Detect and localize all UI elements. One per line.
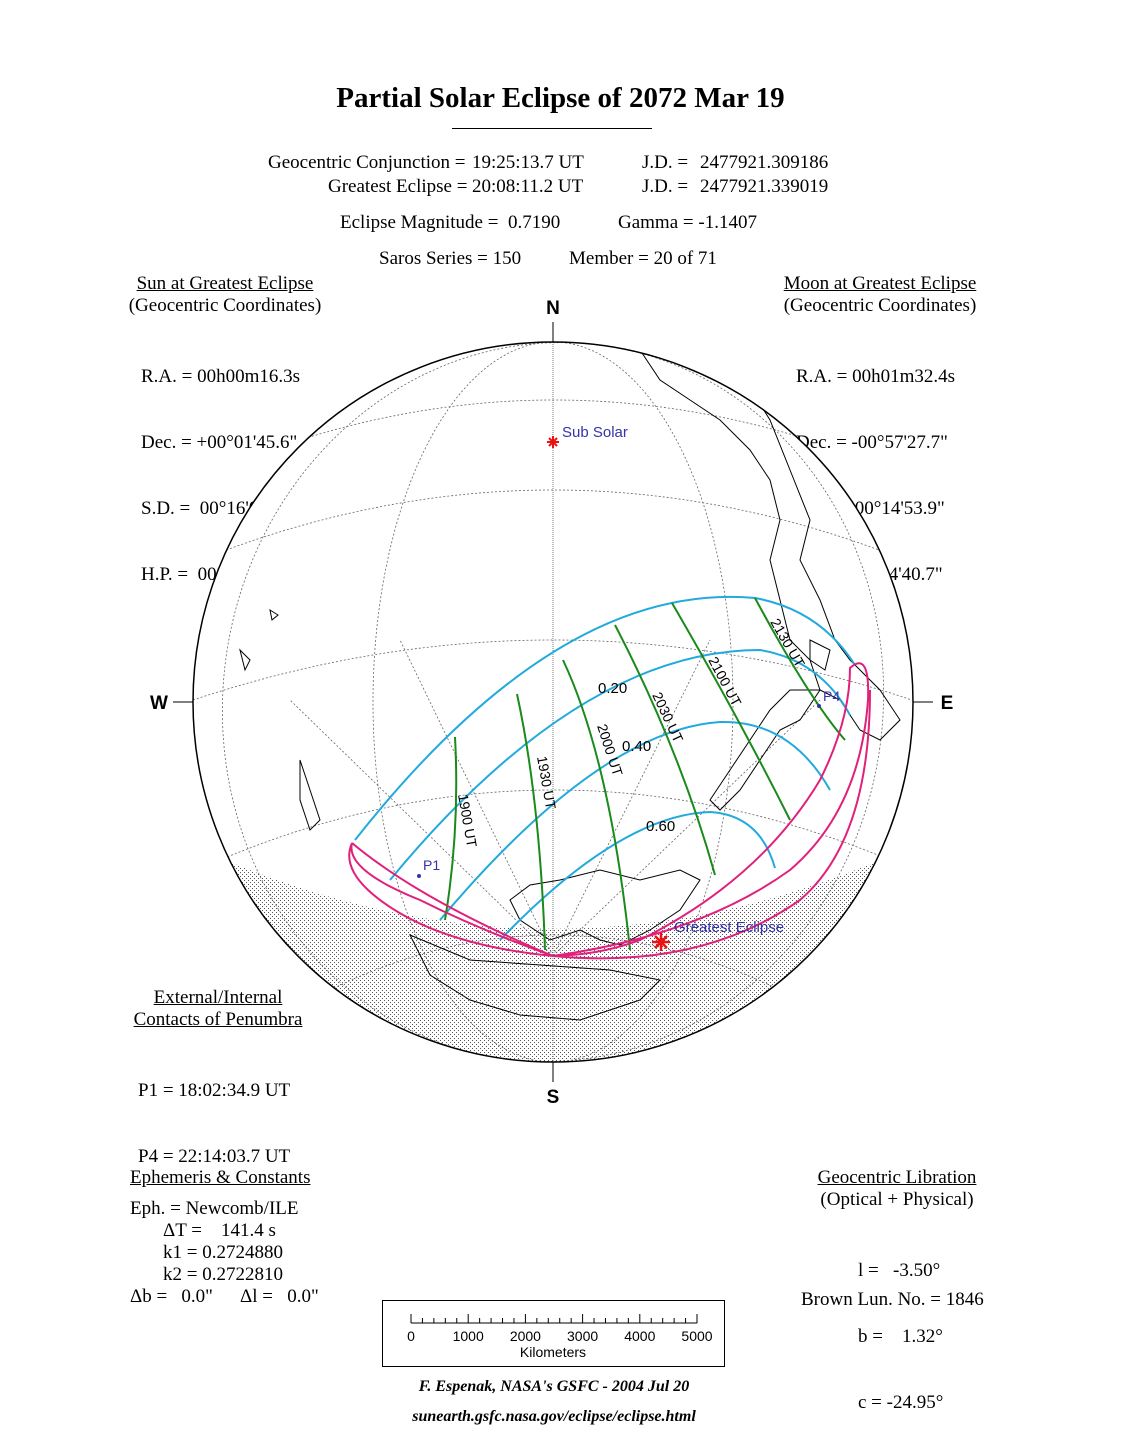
magnitude-020-label: 0.20: [598, 680, 627, 697]
south-label: S: [547, 1087, 560, 1108]
greatest-time: 20:08:11.2 UT: [472, 176, 584, 197]
sun-dec: Dec. = +00°01'45.6": [141, 432, 298, 453]
contacts-heading-block: External/Internal Contacts of Penumbra: [128, 987, 308, 1031]
sun-subheading: (Geocentric Coordinates): [128, 295, 322, 316]
meridian-fan: [289, 639, 821, 957]
time-line-2100: [671, 602, 791, 821]
contacts-heading-line1: External/Internal: [153, 987, 283, 1008]
magnitude-020-curve: [389, 648, 851, 881]
sub-solar-label: Sub Solar: [562, 424, 628, 441]
time-line-2130: [754, 597, 846, 741]
conjunction-jd: 2477921.309186: [700, 152, 829, 173]
sub-solar-marker: [547, 436, 559, 448]
conjunction-jd-label: J.D. =: [642, 152, 689, 173]
eclipse-magnitude: Eclipse Magnitude = 0.7190: [340, 212, 561, 233]
scale-tick-label: 5000: [681, 1328, 712, 1344]
scale-unit-label: Kilometers: [520, 1344, 586, 1360]
magnitude-040-label: 0.40: [622, 738, 651, 755]
moon-subheading: (Geocentric Coordinates): [783, 295, 977, 316]
p1-label: P1: [423, 857, 440, 873]
north-label: N: [546, 298, 560, 319]
p4-marker: [817, 704, 821, 708]
time-line-2030: [614, 624, 716, 876]
moon-heading-block: Moon at Greatest Eclipse (Geocentric Coo…: [772, 273, 988, 317]
ephemeris-k1: k1 = 0.2724880: [163, 1242, 283, 1263]
saros-series: Saros Series = 150: [379, 248, 522, 269]
conjunction-label: Geocentric Conjunction =: [268, 152, 466, 173]
ephemeris-heading: Ephemeris & Constants: [130, 1167, 311, 1188]
contact-p1: P1 = 18:02:34.9 UT: [138, 1080, 291, 1101]
moon-heading: Moon at Greatest Eclipse: [783, 273, 977, 294]
page-title: Partial Solar Eclipse of 2072 Mar 19: [336, 82, 785, 114]
greatest-eclipse-label: Greatest Eclipse: [674, 919, 784, 936]
magnitude-curves: [354, 595, 856, 941]
time-line-1900: [444, 736, 458, 921]
penumbral-limits: [348, 662, 871, 960]
contacts-heading-line2: Contacts of Penumbra: [133, 1009, 303, 1030]
contact-p4: P4 = 22:14:03.7 UT: [138, 1146, 291, 1167]
p1-marker: [417, 874, 421, 878]
ephemeris-k2: k2 = 0.2722810: [163, 1264, 283, 1285]
conjunction-time: 19:25:13.7 UT: [472, 152, 584, 173]
greatest-eclipse-marker: [652, 933, 670, 951]
ephemeris-delta-l: Δl = 0.0": [240, 1286, 319, 1307]
title-rule: [452, 128, 652, 129]
libration-c: c = -24.95°: [858, 1392, 944, 1413]
libration-l: l = -3.50°: [858, 1260, 941, 1281]
sun-ra: R.A. = 00h00m16.3s: [141, 366, 301, 387]
libration-subheading: (Optical + Physical): [820, 1189, 974, 1210]
east-label: E: [941, 693, 954, 714]
sun-heading: Sun at Greatest Eclipse: [136, 273, 314, 294]
libration-b: b = 1.32°: [858, 1326, 943, 1347]
penumbra-west-inner: [351, 842, 554, 957]
penumbra-east-loop: [552, 662, 870, 957]
magnitude-040-curve: [439, 720, 831, 921]
magnitude-000-curve: [354, 595, 856, 841]
greatest-jd-label: J.D. =: [642, 176, 689, 197]
p4-label: P4: [823, 688, 840, 704]
libration-values: l = -3.50° b = 1.32° c = -24.95°: [858, 1216, 943, 1436]
time-line-2000: [562, 659, 631, 951]
magnitude-060-curve: [499, 810, 776, 941]
greatest-jd: 2477921.339019: [700, 176, 829, 197]
moon-coordinates: R.A. = 00h01m32.4s Dec. = -00°57'27.7" S…: [796, 322, 955, 608]
coastlines: [239, 349, 901, 1021]
ephemeris-eph: Eph. = Newcomb/ILE: [130, 1198, 299, 1219]
contacts-values: P1 = 18:02:34.9 UT P4 = 22:14:03.7 UT: [138, 1036, 290, 1190]
libration-heading-block: Geocentric Libration (Optical + Physical…: [800, 1167, 994, 1211]
ephemeris-delta-t: ΔT = 141.4 s: [163, 1220, 276, 1241]
credit-author: F. Espenak, NASA's GSFC - 2004 Jul 20: [418, 1378, 690, 1395]
saros-member: Member = 20 of 71: [569, 248, 717, 269]
distance-scale: 0 1000 2000 3000 4000 5000 Kilometers: [382, 1300, 725, 1367]
compass-ticks: [173, 322, 933, 1082]
credit-url: sunearth.gsfc.nasa.gov/eclipse/eclipse.h…: [412, 1408, 696, 1425]
penumbra-east-outer: [552, 689, 871, 960]
sun-heading-block: Sun at Greatest Eclipse (Geocentric Coor…: [120, 273, 330, 317]
gamma: Gamma = -1.1407: [618, 212, 757, 233]
ephemeris-delta-b: Δb = 0.0": [130, 1286, 213, 1307]
scale-tick-label: 0: [407, 1328, 415, 1344]
time-lines: [444, 597, 846, 951]
scale-tick-label: 1000: [453, 1328, 484, 1344]
scale-tick-label: 4000: [624, 1328, 655, 1344]
time-line-1930: [516, 693, 546, 951]
moon-ra: R.A. = 00h01m32.4s: [796, 366, 956, 387]
greatest-label: Greatest Eclipse =: [328, 176, 468, 197]
scale-tick-label: 2000: [510, 1328, 541, 1344]
magnitude-060-label: 0.60: [646, 818, 675, 835]
libration-heading: Geocentric Libration: [817, 1167, 977, 1188]
scale-tick-label: 3000: [567, 1328, 598, 1344]
west-label: W: [150, 693, 168, 714]
brown-lunation: Brown Lun. No. = 1846: [801, 1289, 984, 1310]
